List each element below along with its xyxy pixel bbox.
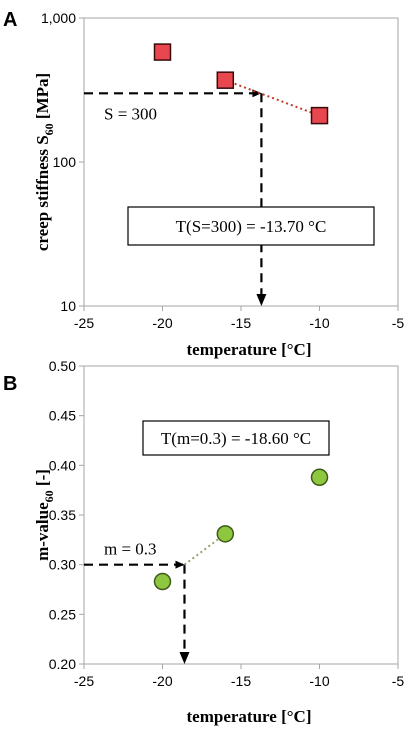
chart-b-y-tick-label: 0.30 <box>49 557 76 573</box>
chart-a-result-box <box>127 206 375 246</box>
chart-a: -25 -20 -15 -10 -5 10 100 1,000 temperature [°C]… <box>33 10 404 359</box>
chart-b-y-axis-label: m-value60 [-] <box>33 469 56 561</box>
chart-a-data-point <box>153 43 172 61</box>
chart-b-x-tick-label: -20 <box>152 673 172 689</box>
chart-b-plot-area <box>83 365 399 665</box>
chart-b-data-point <box>216 525 235 543</box>
chart-a-data-point <box>216 71 235 89</box>
chart-b-arrow-right <box>175 560 185 569</box>
chart-b-data-point <box>310 468 329 487</box>
chart-b-y-tick-label: 0.50 <box>49 358 76 374</box>
chart-b-y-tick-label: 0.35 <box>49 507 76 523</box>
chart-b-y-tick-label: 0.40 <box>49 457 76 473</box>
chart-b-arrow-down <box>179 652 190 664</box>
chart-b-x-tick-label: -5 <box>392 673 405 689</box>
chart-a-arrow-down <box>256 294 267 306</box>
chart-a-y-tick-label: 100 <box>53 154 77 170</box>
chart-b-y-tick-label: 0.25 <box>49 606 76 622</box>
chart-a-x-axis-label: temperature [°C] <box>187 340 312 359</box>
panel-a-letter: A <box>3 9 17 31</box>
chart-a-x-tick-label: -25 <box>74 315 94 331</box>
chart-a-x-tick-label: -15 <box>231 315 251 331</box>
chart-b-result-label: T(m=0.3) = -18.60 °C <box>161 429 311 448</box>
chart-a-interpolation-line <box>224 79 320 117</box>
chart-b-y-tick-label: 0.45 <box>49 408 76 424</box>
chart-a-threshold-label: S = 300 <box>104 104 157 123</box>
chart-a-y-tick-label: 10 <box>60 298 76 314</box>
chart-b-x-axis-label: temperature [°C] <box>187 707 312 726</box>
chart-b-threshold-label: m = 0.3 <box>104 540 157 559</box>
chart-b-interpolation-line <box>183 533 226 566</box>
chart-a-result-label: T(S=300) = -13.70 °C <box>176 217 327 236</box>
chart-b-x-tick-label: -15 <box>231 673 251 689</box>
chart-a-x-tick-label: -10 <box>309 315 329 331</box>
chart-b-result-box <box>142 420 330 456</box>
chart-b-data-point <box>153 572 172 591</box>
panel-b-letter: B <box>3 373 17 395</box>
chart-a-x-tick-label: -20 <box>152 315 172 331</box>
chart-a-data-point <box>310 106 329 125</box>
chart-b: -25 -20 -15 -10 -5 0.20 0.25 0.30 0.35 0.40 0.45 0.… <box>33 358 404 726</box>
chart-b-x-tick-label: -10 <box>309 673 329 689</box>
chart-a-y-axis-label: creep stiffness S60 [MPa] <box>33 73 56 251</box>
chart-b-y-tick-label: 0.20 <box>49 656 76 672</box>
chart-b-x-tick-label: -25 <box>74 673 94 689</box>
chart-a-x-tick-label: -5 <box>392 315 405 331</box>
chart-a-plot-area <box>83 17 399 307</box>
chart-a-y-tick-label: 1,000 <box>41 10 76 26</box>
